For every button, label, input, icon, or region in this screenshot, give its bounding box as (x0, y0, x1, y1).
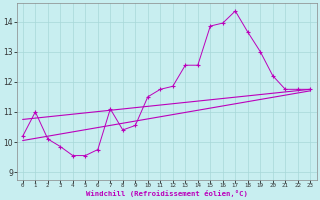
X-axis label: Windchill (Refroidissement éolien,°C): Windchill (Refroidissement éolien,°C) (86, 190, 247, 197)
